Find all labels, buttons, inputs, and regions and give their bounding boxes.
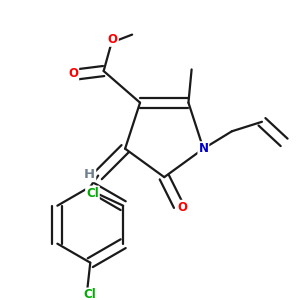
Text: Cl: Cl xyxy=(86,187,99,200)
Text: N: N xyxy=(198,142,208,155)
Text: O: O xyxy=(178,201,188,214)
Text: H: H xyxy=(84,168,95,181)
Text: O: O xyxy=(68,67,78,80)
Text: Cl: Cl xyxy=(84,289,96,300)
Text: O: O xyxy=(108,33,118,46)
